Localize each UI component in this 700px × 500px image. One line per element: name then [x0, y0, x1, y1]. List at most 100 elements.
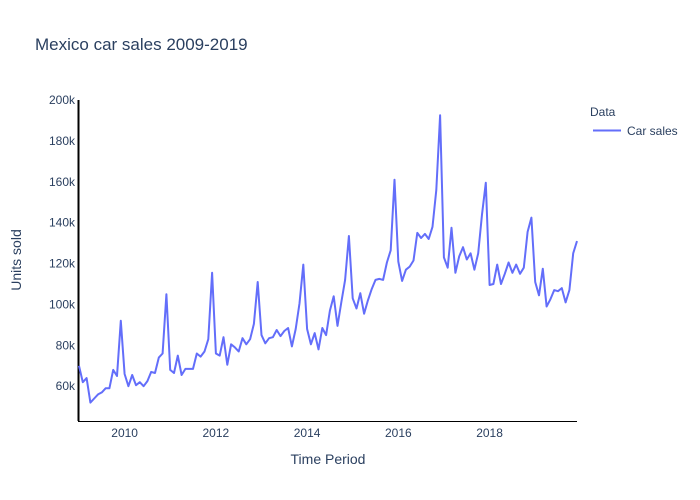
- data-point[interactable]: [468, 250, 474, 256]
- data-point[interactable]: [84, 375, 90, 381]
- data-point[interactable]: [240, 335, 246, 341]
- data-point[interactable]: [125, 383, 131, 389]
- data-point[interactable]: [198, 354, 204, 360]
- data-point[interactable]: [160, 351, 166, 357]
- data-point[interactable]: [129, 372, 135, 378]
- data-point[interactable]: [384, 260, 390, 266]
- data-point[interactable]: [251, 321, 257, 327]
- data-point[interactable]: [304, 326, 310, 332]
- data-point[interactable]: [547, 296, 553, 302]
- data-point[interactable]: [426, 236, 432, 242]
- data-point[interactable]: [498, 281, 504, 287]
- data-point[interactable]: [323, 332, 329, 338]
- data-point[interactable]: [217, 353, 223, 359]
- data-point[interactable]: [559, 285, 565, 291]
- series-line-car-sales[interactable]: [78, 114, 578, 404]
- data-point[interactable]: [456, 253, 462, 259]
- data-point[interactable]: [114, 373, 120, 379]
- data-point[interactable]: [110, 367, 116, 373]
- data-point[interactable]: [521, 265, 527, 271]
- data-point[interactable]: [243, 341, 249, 347]
- data-point[interactable]: [179, 372, 185, 378]
- data-point[interactable]: [502, 271, 508, 277]
- data-point[interactable]: [141, 383, 147, 389]
- data-point[interactable]: [335, 323, 341, 329]
- data-point[interactable]: [163, 291, 169, 297]
- data-point[interactable]: [106, 385, 112, 391]
- data-point[interactable]: [221, 334, 227, 340]
- data-point[interactable]: [399, 278, 405, 284]
- data-point[interactable]: [255, 279, 261, 285]
- data-point[interactable]: [540, 266, 546, 272]
- data-point[interactable]: [247, 336, 253, 342]
- data-point[interactable]: [202, 349, 208, 355]
- data-point[interactable]: [574, 238, 580, 244]
- data-point[interactable]: [259, 332, 265, 338]
- data-point[interactable]: [175, 353, 181, 359]
- data-point[interactable]: [354, 306, 360, 312]
- data-point[interactable]: [392, 177, 398, 183]
- data-point[interactable]: [407, 264, 413, 270]
- data-point[interactable]: [327, 308, 333, 314]
- data-point[interactable]: [388, 247, 394, 253]
- data-point[interactable]: [190, 366, 196, 372]
- data-point[interactable]: [331, 293, 337, 299]
- data-point[interactable]: [152, 370, 158, 376]
- data-point[interactable]: [224, 362, 230, 368]
- data-point[interactable]: [300, 262, 306, 268]
- data-point[interactable]: [490, 281, 496, 287]
- data-point[interactable]: [566, 287, 572, 293]
- data-point[interactable]: [209, 270, 215, 276]
- data-point[interactable]: [532, 279, 538, 285]
- data-point[interactable]: [350, 295, 356, 301]
- data-point[interactable]: [441, 254, 447, 260]
- data-point[interactable]: [563, 299, 569, 305]
- data-point[interactable]: [76, 363, 82, 369]
- data-point[interactable]: [449, 225, 455, 231]
- data-point[interactable]: [445, 265, 451, 271]
- data-point[interactable]: [509, 270, 515, 276]
- data-point[interactable]: [471, 267, 477, 273]
- data-point[interactable]: [262, 340, 268, 346]
- data-point[interactable]: [411, 258, 417, 264]
- data-point[interactable]: [361, 311, 367, 317]
- data-point[interactable]: [342, 277, 348, 283]
- data-point[interactable]: [536, 292, 542, 298]
- data-point[interactable]: [312, 330, 318, 336]
- data-point[interactable]: [525, 229, 531, 235]
- data-point[interactable]: [338, 299, 344, 305]
- data-point[interactable]: [433, 187, 439, 193]
- data-point[interactable]: [422, 231, 428, 237]
- data-point[interactable]: [122, 371, 128, 377]
- data-point[interactable]: [494, 262, 500, 268]
- data-point[interactable]: [479, 212, 485, 218]
- data-point[interactable]: [517, 271, 523, 277]
- data-point[interactable]: [316, 346, 322, 352]
- data-point[interactable]: [460, 244, 466, 250]
- data-point[interactable]: [319, 325, 325, 331]
- data-point[interactable]: [414, 230, 420, 236]
- data-point[interactable]: [513, 262, 519, 268]
- data-point[interactable]: [289, 343, 295, 349]
- data-point[interactable]: [293, 326, 299, 332]
- data-point[interactable]: [278, 333, 284, 339]
- data-point[interactable]: [357, 290, 363, 296]
- data-point[interactable]: [464, 257, 470, 263]
- data-point[interactable]: [528, 215, 534, 221]
- data-point[interactable]: [171, 370, 177, 376]
- data-point[interactable]: [297, 300, 303, 306]
- data-point[interactable]: [570, 250, 576, 256]
- data-point[interactable]: [452, 270, 458, 276]
- data-point[interactable]: [483, 180, 489, 186]
- data-point[interactable]: [205, 336, 211, 342]
- data-point[interactable]: [118, 318, 124, 324]
- data-point[interactable]: [285, 325, 291, 331]
- data-point[interactable]: [346, 233, 352, 239]
- data-point[interactable]: [308, 341, 314, 347]
- data-point[interactable]: [270, 334, 276, 340]
- data-point[interactable]: [475, 250, 481, 256]
- data-point[interactable]: [369, 286, 375, 292]
- data-point[interactable]: [236, 349, 242, 355]
- data-point[interactable]: [506, 260, 512, 266]
- legend-item-car-sales[interactable]: Car sales: [593, 124, 678, 138]
